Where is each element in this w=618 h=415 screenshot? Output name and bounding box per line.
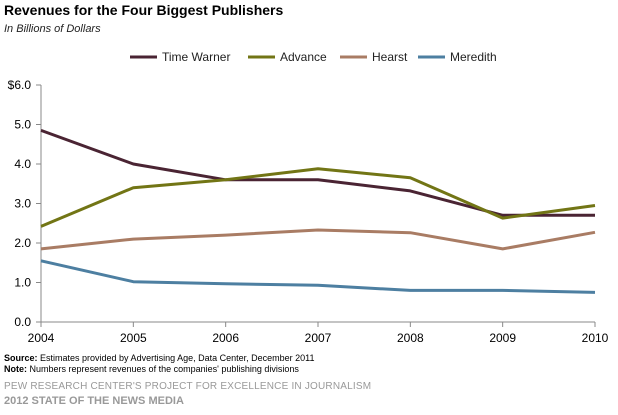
y-tick-label: 5.0	[14, 118, 31, 132]
axes: 0.0 1.0 2.0 3.0 4.0 5.0 $6.0 2004 2005 2006 2007 20…	[8, 78, 609, 345]
credit-organization: PEW RESEARCH CENTER'S PROJECT FOR EXCELL…	[4, 381, 372, 392]
series-line-advance	[40, 167, 596, 228]
chart-title: Revenues for the Four Biggest Publishers	[4, 2, 284, 18]
legend: Time Warner Advance Hearst Meredith	[130, 50, 497, 64]
source-text: Estimates provided by Advertising Age, D…	[37, 353, 315, 363]
y-tick-label: 3.0	[14, 197, 31, 211]
x-tick-label: 2008	[397, 331, 424, 345]
chart-subtitle: In Billions of Dollars	[4, 23, 101, 35]
legend-label: Meredith	[450, 50, 497, 64]
series-line-hearst	[40, 228, 596, 251]
x-tick-label: 2007	[305, 331, 332, 345]
x-tick-label: 2009	[489, 331, 516, 345]
note-text: Numbers represent revenues of the compan…	[27, 364, 299, 374]
y-tick-label: 0.0	[14, 315, 31, 329]
y-tick-label: 4.0	[14, 157, 31, 171]
note-label: Note:	[4, 364, 27, 374]
x-tick-label: 2006	[212, 331, 239, 345]
source-label: Source:	[4, 353, 38, 363]
legend-label: Hearst	[372, 50, 408, 64]
x-tick-label: 2004	[28, 331, 55, 345]
series-layer	[40, 128, 596, 294]
y-tick-label: $6.0	[8, 78, 32, 92]
y-tick-label: 1.0	[14, 276, 31, 290]
x-tick-label: 2005	[120, 331, 147, 345]
series-line-time-warner	[40, 128, 595, 217]
legend-label: Advance	[280, 50, 327, 64]
legend-label: Time Warner	[162, 50, 230, 64]
credit-report: 2012 STATE OF THE NEWS MEDIA	[4, 395, 184, 407]
footnote: Note: Numbers represent revenues of the …	[4, 364, 299, 375]
series-line-meredith	[40, 259, 596, 294]
y-tick-label: 2.0	[14, 236, 31, 250]
source-note: Source: Estimates provided by Advertisin…	[4, 353, 315, 364]
x-tick-label: 2010	[582, 331, 609, 345]
